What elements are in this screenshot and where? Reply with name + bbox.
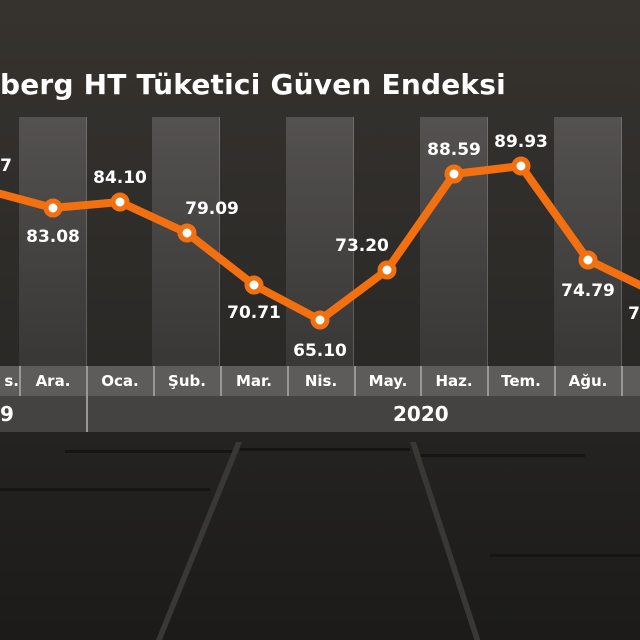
value-label-mar: 70.71 (227, 303, 281, 323)
month-label: Nis. (304, 372, 338, 390)
year-label-2020: 2020 (393, 402, 449, 426)
column-band (420, 117, 488, 366)
value-label-sub: 79.09 (185, 199, 239, 219)
value-label-may: 73.20 (335, 236, 389, 256)
month-label: Ara. (35, 372, 71, 390)
background-floor (0, 432, 640, 640)
value-label-haz: 88.59 (427, 140, 481, 160)
month-label: Tem. (501, 372, 541, 390)
month-label: Ağu. (568, 372, 608, 390)
gridline (219, 117, 220, 366)
data-point-ara (43, 198, 63, 218)
data-point-may (377, 260, 397, 280)
column-band (19, 117, 87, 366)
month-label: s. (4, 372, 19, 390)
column-band (554, 117, 622, 366)
data-point-sub (177, 223, 197, 243)
data-point-nis (310, 310, 330, 330)
value-label-kas: 7 (0, 156, 12, 176)
gridline (353, 117, 354, 366)
data-point-agu (578, 250, 598, 270)
gridline (487, 117, 488, 366)
month-label: Oca. (101, 372, 139, 390)
value-label-nis: 65.10 (293, 341, 347, 361)
month-label: Haz. (435, 372, 473, 390)
value-label-eyl: 7 (628, 304, 640, 324)
value-label-agu: 74.79 (561, 281, 615, 301)
data-point-haz (444, 164, 464, 184)
year-label-2019: 9 (0, 402, 14, 426)
data-point-mar (244, 275, 264, 295)
month-label: May. (368, 372, 408, 390)
value-label-tem: 89.93 (494, 132, 548, 152)
data-point-oca (110, 192, 130, 212)
data-point-tem (511, 156, 531, 176)
month-axis: s. Ara. Oca. Şub. Mar. Nis. May. Haz. Te… (0, 366, 640, 396)
gridline (86, 117, 87, 366)
chart-title: berg HT Tüketici Güven Endeksi (0, 68, 506, 101)
month-label: Mar. (235, 372, 272, 390)
gridline (621, 117, 622, 366)
month-label: Şub. (168, 372, 206, 390)
value-label-ara: 83.08 (26, 227, 80, 247)
value-label-oca: 84.10 (93, 168, 147, 188)
year-axis: 9 2020 (0, 396, 640, 432)
